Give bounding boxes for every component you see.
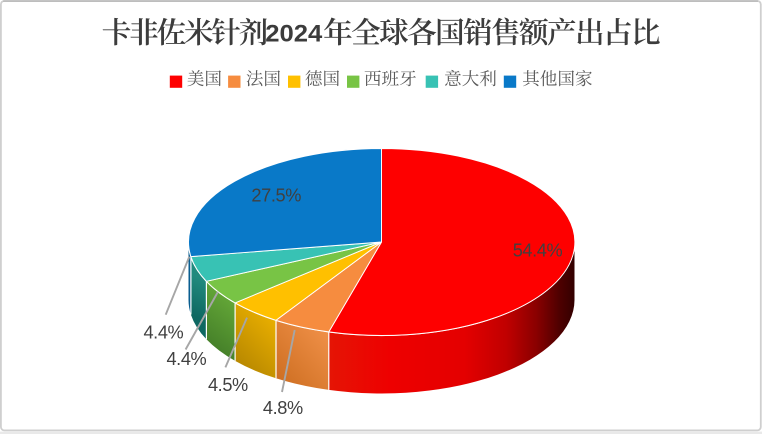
svg-text:4.4%: 4.4%: [143, 323, 183, 343]
svg-text:27.5%: 27.5%: [251, 185, 301, 205]
svg-text:2024: 2024: [265, 22, 323, 48]
svg-text:54.4%: 54.4%: [513, 241, 563, 261]
svg-text:4.4%: 4.4%: [166, 349, 206, 369]
svg-text:4.8%: 4.8%: [263, 398, 303, 418]
svg-text:4.5%: 4.5%: [208, 375, 248, 395]
